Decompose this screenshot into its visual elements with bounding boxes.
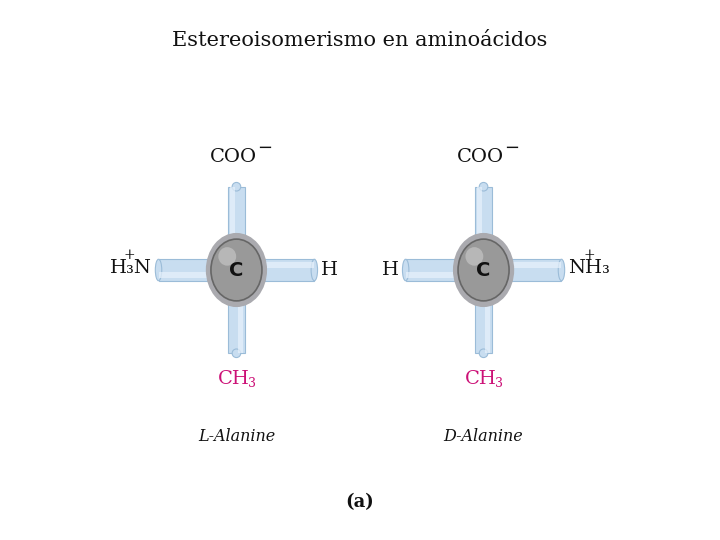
Text: Estereoisomerismo en aminoácidos: Estereoisomerismo en aminoácidos (172, 31, 548, 50)
Polygon shape (477, 187, 482, 270)
Ellipse shape (558, 259, 564, 281)
Polygon shape (228, 270, 245, 353)
Ellipse shape (221, 251, 254, 291)
Ellipse shape (464, 246, 505, 295)
Ellipse shape (456, 238, 511, 303)
Text: −: − (257, 139, 272, 157)
Polygon shape (238, 270, 243, 353)
Polygon shape (405, 272, 484, 278)
Polygon shape (236, 262, 315, 268)
Ellipse shape (218, 247, 236, 266)
Ellipse shape (480, 349, 488, 357)
Text: +: + (123, 248, 135, 262)
Ellipse shape (228, 260, 248, 283)
Polygon shape (158, 272, 236, 278)
Text: NH₃: NH₃ (568, 259, 610, 278)
Polygon shape (475, 187, 492, 270)
Ellipse shape (156, 259, 162, 281)
Polygon shape (405, 259, 484, 281)
Ellipse shape (225, 255, 251, 287)
Ellipse shape (210, 238, 264, 303)
Text: L-Alanine: L-Alanine (198, 428, 275, 446)
Ellipse shape (468, 251, 501, 291)
Ellipse shape (453, 233, 514, 307)
Ellipse shape (233, 265, 244, 279)
Text: H: H (321, 261, 338, 279)
Polygon shape (485, 270, 490, 353)
Ellipse shape (461, 242, 508, 299)
Polygon shape (475, 270, 492, 353)
Ellipse shape (206, 233, 267, 307)
Text: C: C (229, 260, 243, 280)
Ellipse shape (480, 265, 492, 279)
Text: COO: COO (210, 148, 257, 166)
Ellipse shape (211, 239, 262, 301)
Ellipse shape (232, 349, 240, 357)
Text: C: C (477, 260, 491, 280)
Text: +: + (584, 248, 595, 262)
Polygon shape (228, 187, 245, 270)
Polygon shape (484, 259, 562, 281)
Text: 3: 3 (248, 377, 256, 390)
Text: CH: CH (218, 370, 250, 388)
Text: H: H (382, 261, 399, 279)
Text: CH: CH (465, 370, 497, 388)
Ellipse shape (480, 183, 488, 191)
Text: D-Alanine: D-Alanine (444, 428, 523, 446)
Text: 3: 3 (495, 377, 503, 390)
Polygon shape (236, 259, 315, 281)
Text: COO: COO (457, 148, 505, 166)
Polygon shape (484, 262, 562, 268)
Ellipse shape (402, 259, 409, 281)
Ellipse shape (476, 260, 495, 283)
Polygon shape (158, 259, 236, 281)
Text: −: − (504, 139, 519, 157)
Ellipse shape (458, 239, 509, 301)
Ellipse shape (465, 247, 483, 266)
Text: H₃N: H₃N (110, 259, 152, 278)
Ellipse shape (311, 259, 318, 281)
Ellipse shape (217, 246, 257, 295)
Ellipse shape (232, 183, 240, 191)
Polygon shape (230, 187, 235, 270)
Text: (a): (a) (346, 493, 374, 511)
Ellipse shape (472, 255, 498, 287)
Ellipse shape (213, 242, 261, 299)
